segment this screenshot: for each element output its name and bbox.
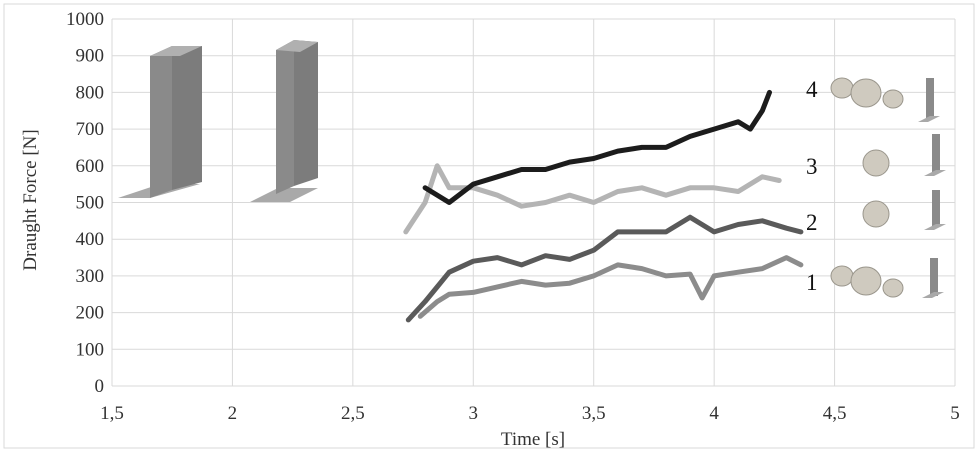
tine-tool-illustration-right <box>250 40 318 202</box>
chart-frame <box>3 3 975 449</box>
x-tick-label: 5 <box>950 403 960 424</box>
series-line-3 <box>403 163 782 235</box>
particle-cluster-icon-1 <box>830 258 944 298</box>
x-tick-labels: 1,5 2 2,5 3 3,5 4 4,5 5 <box>100 403 960 424</box>
y-tick-label: 500 <box>76 193 105 214</box>
y-tick-label: 100 <box>76 339 105 360</box>
x-tick-label: 2 <box>228 403 238 424</box>
series-line-1 <box>417 255 804 319</box>
curve-label-3: 3 <box>806 154 818 179</box>
y-tick-label: 800 <box>76 82 105 103</box>
series-line-4 <box>422 89 772 205</box>
curve-label-2: 2 <box>806 210 818 235</box>
tine-tool-illustration-left <box>118 46 202 198</box>
particle-cluster-icon-4 <box>830 77 940 122</box>
x-tick-label: 4,5 <box>823 403 847 424</box>
y-tick-labels: 0 100 200 300 400 500 600 700 800 900 1000 <box>66 9 104 397</box>
y-axis-title: Draught Force [N] <box>20 129 41 270</box>
y-tick-label: 700 <box>76 119 105 140</box>
series-line-2 <box>405 214 804 323</box>
y-tick-label: 1000 <box>66 9 104 30</box>
x-tick-label: 4 <box>709 403 719 424</box>
y-tick-label: 600 <box>76 156 105 177</box>
particle-sphere-icon-3 <box>862 134 946 177</box>
curve-label-4: 4 <box>806 77 818 102</box>
y-tick-label: 0 <box>95 376 105 397</box>
x-tick-label: 1,5 <box>100 403 124 424</box>
y-tick-label: 400 <box>76 229 105 250</box>
y-tick-label: 900 <box>76 46 105 67</box>
x-tick-label: 3 <box>469 403 479 424</box>
x-axis-title: Time [s] <box>501 429 565 450</box>
y-tick-label: 200 <box>76 303 105 324</box>
x-tick-label: 2,5 <box>341 403 365 424</box>
particle-sphere-icon-2 <box>862 190 946 230</box>
series-lines <box>403 89 804 323</box>
y-tick-label: 300 <box>76 266 105 287</box>
x-tick-label: 3,5 <box>582 403 606 424</box>
curve-label-1: 1 <box>806 270 818 295</box>
